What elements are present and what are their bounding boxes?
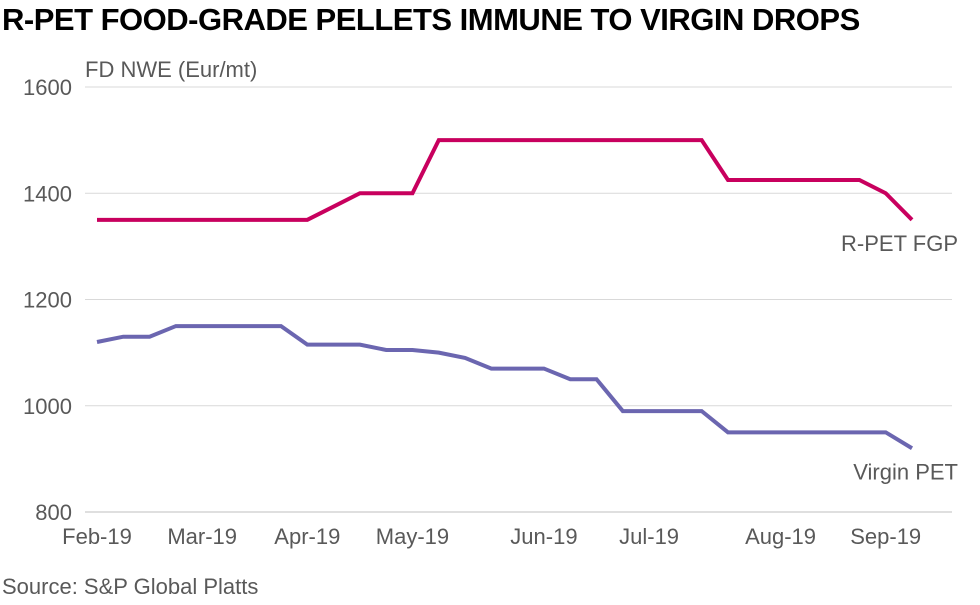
source-note: Source: S&P Global Platts (2, 574, 259, 599)
y-tick-label: 1200 (23, 288, 72, 313)
x-tick-label: Mar-19 (167, 524, 237, 549)
x-tick-label: May-19 (376, 524, 449, 549)
x-tick-label: Jul-19 (619, 524, 679, 549)
series-label-r-pet-fgp: R-PET FGP (841, 231, 958, 256)
chart-title: R-PET FOOD-GRADE PELLETS IMMUNE TO VIRGI… (2, 2, 860, 37)
x-tick-label: Feb-19 (62, 524, 132, 549)
series-label-virgin-pet: Virgin PET (853, 459, 958, 484)
x-tick-label: Aug-19 (745, 524, 816, 549)
y-tick-label: 800 (35, 500, 72, 525)
y-axis-label: FD NWE (Eur/mt) (85, 57, 257, 82)
series-lines: R-PET FGP Virgin PET (96, 138, 958, 484)
grid-lines (85, 86, 952, 513)
series-line-r-pet-fgp (97, 138, 914, 222)
y-tick-label: 1400 (23, 181, 72, 206)
y-axis-ticks: 800 1000 1200 1400 1600 (23, 75, 72, 525)
x-tick-label: Jun-19 (510, 524, 577, 549)
x-axis-ticks: Feb-19 Mar-19 Apr-19 May-19 Jun-19 Jul-19 Aug-… (62, 524, 921, 549)
x-tick-label: Sep-19 (850, 524, 921, 549)
x-tick-label: Apr-19 (274, 524, 340, 549)
y-tick-label: 1000 (23, 394, 72, 419)
series-line-virgin-pet (96, 324, 914, 450)
y-tick-label: 1600 (23, 75, 72, 100)
